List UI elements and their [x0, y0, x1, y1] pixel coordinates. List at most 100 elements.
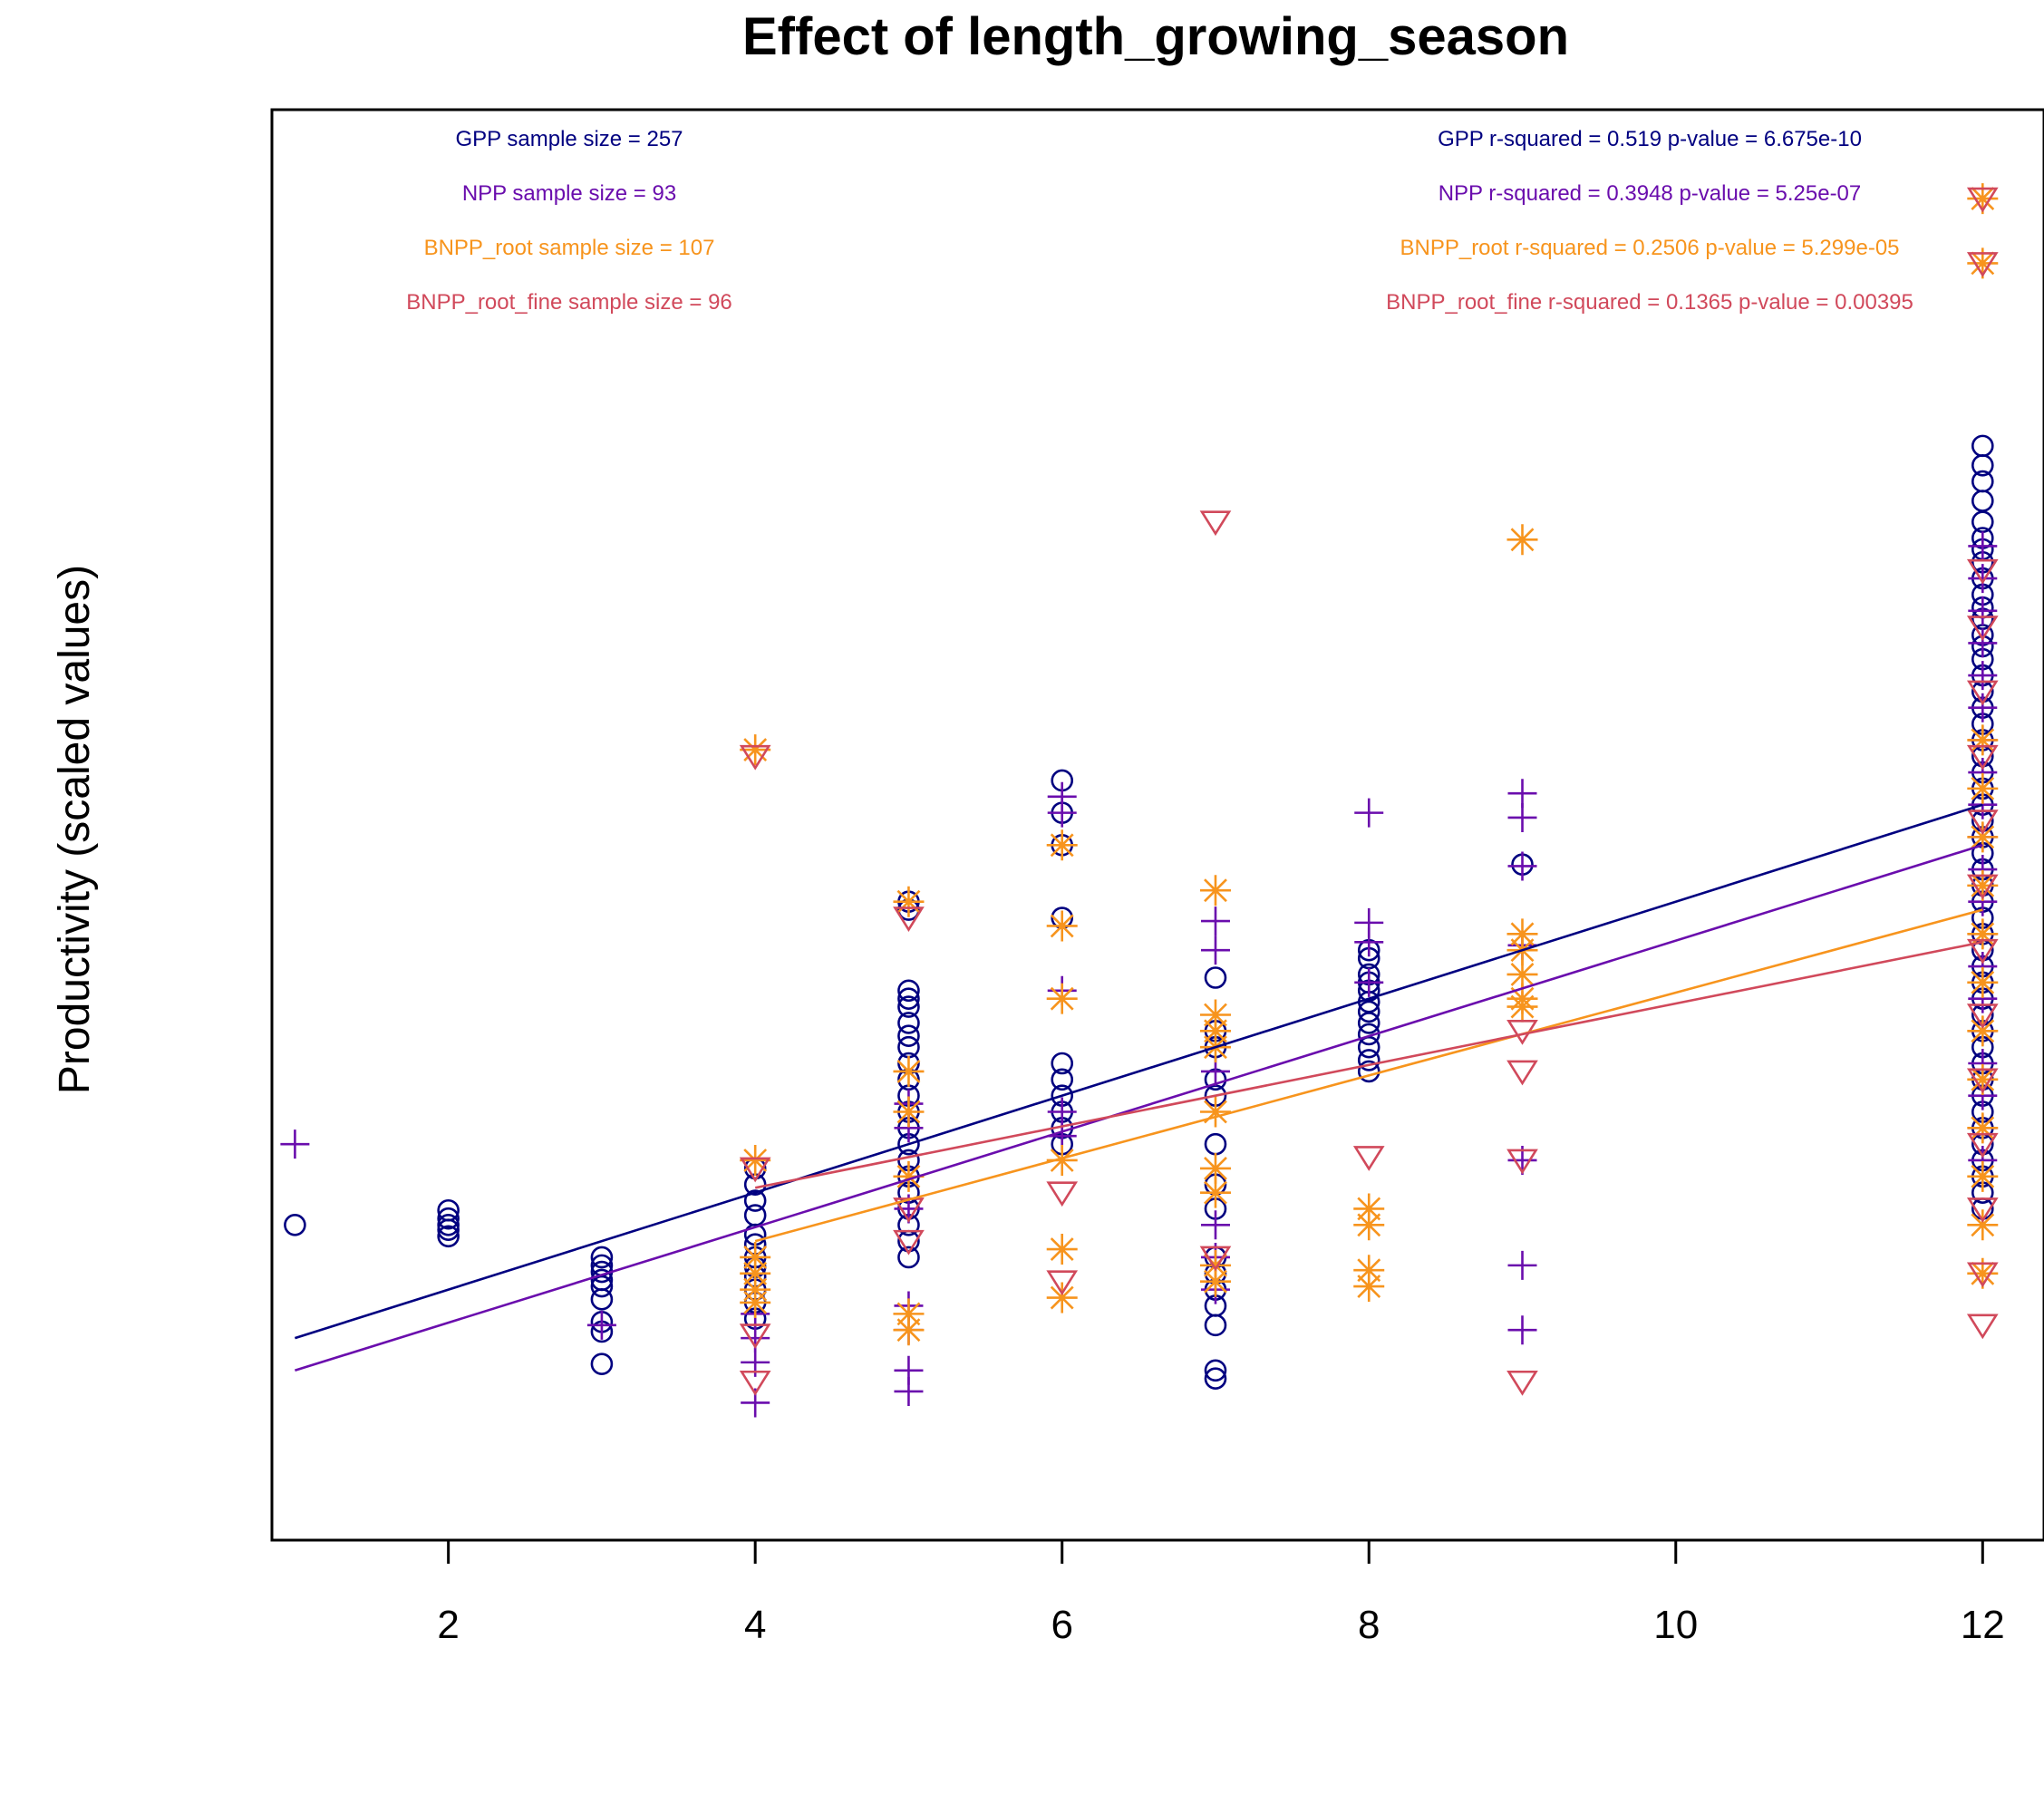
npp-point — [1507, 779, 1537, 809]
bnpp-root-point — [1967, 1160, 1999, 1192]
npp-point — [1354, 798, 1384, 828]
bnpp-root-fine-point — [1966, 616, 1999, 642]
bnpp-root-point — [893, 1096, 925, 1128]
bnpp-root-fine-point — [1966, 1314, 1999, 1340]
bnpp-root-fine-point — [1966, 744, 1999, 771]
bnpp-root-fine-regression-line — [754, 940, 1983, 1189]
bnpp-root-point — [740, 1241, 771, 1273]
bnpp-root-point — [1967, 1063, 1999, 1095]
bnpp-root-point — [1967, 869, 1999, 901]
bnpp-root-point — [1967, 918, 1999, 950]
bnpp-root-point — [1199, 1096, 1231, 1128]
sample-size-annotation: BNPP_root_fine sample size = 96 — [406, 290, 732, 315]
bnpp-root-fine-point — [1966, 1003, 1999, 1029]
npp-point — [1047, 798, 1077, 828]
bnpp-root-point — [1967, 1209, 1999, 1241]
bnpp-root-fine-point — [1966, 680, 1999, 706]
bnpp-root-point — [1199, 1177, 1231, 1208]
npp-point — [1968, 564, 1998, 594]
gpp-regression-line — [294, 803, 1983, 1340]
npp-point — [1507, 851, 1537, 881]
bnpp-root-point — [1199, 1015, 1231, 1047]
npp-point — [1354, 967, 1384, 997]
bnpp-root-point — [1199, 1249, 1231, 1281]
npp-point — [1968, 596, 1998, 625]
gpp-point — [437, 1218, 460, 1241]
bnpp-root-point — [740, 1257, 771, 1289]
bnpp-root-point — [740, 1286, 771, 1318]
gpp-point — [1357, 1060, 1380, 1083]
gpp-point — [1204, 1132, 1227, 1156]
gpp-point — [437, 1225, 460, 1248]
bnpp-root-fine-point — [1966, 187, 1999, 213]
gpp-point — [897, 979, 920, 1003]
bnpp-root-point — [1046, 1144, 1078, 1176]
bnpp-root-fine-point — [739, 1157, 771, 1183]
gpp-point — [1051, 1052, 1074, 1075]
sample-size-annotation: GPP sample size = 257 — [455, 127, 683, 151]
npp-point — [1968, 693, 1998, 722]
npp-point — [586, 1310, 616, 1340]
gpp-point — [590, 1275, 614, 1298]
bnpp-root-fine-point — [1966, 810, 1999, 835]
npp-point — [1047, 1097, 1077, 1127]
gpp-point — [897, 1012, 920, 1034]
bnpp-root-fine-point — [893, 1229, 925, 1256]
bnpp-root-point — [1506, 524, 1538, 556]
regression-stats-annotation: NPP r-squared = 0.3948 p-value = 5.25e-0… — [1439, 181, 1862, 206]
bnpp-root-point — [1046, 910, 1078, 942]
x-tick-label: 4 — [744, 1603, 766, 1647]
bnpp-root-point — [893, 1314, 925, 1346]
x-tick-label: 8 — [1358, 1603, 1380, 1647]
gpp-point — [743, 1204, 767, 1226]
gpp-point — [1204, 1359, 1227, 1382]
bnpp-root-point — [893, 1160, 925, 1192]
gpp-point — [897, 1024, 920, 1047]
bnpp-root-point — [1353, 1271, 1385, 1303]
bnpp-root-point — [1967, 247, 1999, 279]
gpp-point — [1971, 490, 1994, 512]
bnpp-root-fine-point — [739, 1323, 771, 1350]
bnpp-root-fine-point — [1966, 1068, 1999, 1094]
npp-point — [1968, 628, 1998, 658]
bnpp-root-fine-point — [1046, 1270, 1079, 1296]
sample-size-annotation: BNPP_root sample size = 107 — [424, 236, 715, 260]
bnpp-root-point — [1967, 1257, 1999, 1289]
bnpp-root-point — [1967, 966, 1999, 998]
gpp-point — [590, 1352, 614, 1375]
gpp-point — [1971, 453, 1994, 477]
sample-size-annotation: NPP sample size = 93 — [462, 181, 676, 206]
npp-point — [1200, 906, 1230, 936]
gpp-point — [897, 1246, 920, 1269]
regression-stats-annotation: GPP r-squared = 0.519 p-value = 6.675e-1… — [1438, 127, 1862, 151]
npp-point — [1200, 1210, 1230, 1240]
bnpp-root-point — [1353, 1255, 1385, 1286]
bnpp-root-point — [1506, 991, 1538, 1023]
bnpp-root-point — [1967, 1112, 1999, 1144]
bnpp-root-point — [1967, 821, 1999, 853]
npp-regression-line — [295, 844, 1983, 1372]
bnpp-root-fine-point — [739, 1370, 771, 1396]
bnpp-root-fine-point — [1966, 874, 1999, 900]
gpp-point — [1204, 1367, 1227, 1390]
bnpp-root-point — [1967, 724, 1999, 756]
bnpp-root-fine-point — [1966, 1132, 1999, 1159]
gpp-point — [897, 987, 920, 1010]
bnpp-root-point — [1046, 1234, 1078, 1265]
bnpp-root-fine-point — [1506, 1060, 1538, 1086]
bnpp-root-point — [1199, 1152, 1231, 1184]
bnpp-root-fine-point — [1199, 510, 1232, 537]
bnpp-root-point — [1967, 183, 1999, 215]
bnpp-root-fine-point — [1506, 1149, 1538, 1175]
bnpp-root-point — [893, 1298, 925, 1330]
bnpp-root-point — [1967, 1015, 1999, 1047]
bnpp-root-point — [1506, 958, 1538, 990]
gpp-point — [590, 1288, 614, 1311]
bnpp-root-fine-point — [1966, 558, 1999, 585]
bnpp-root-point — [1967, 772, 1999, 804]
bnpp-root-point — [1506, 918, 1538, 950]
npp-point — [1354, 927, 1384, 957]
npp-point — [1968, 661, 1998, 691]
x-tick-label: 10 — [1653, 1603, 1698, 1647]
npp-point — [1507, 802, 1537, 832]
